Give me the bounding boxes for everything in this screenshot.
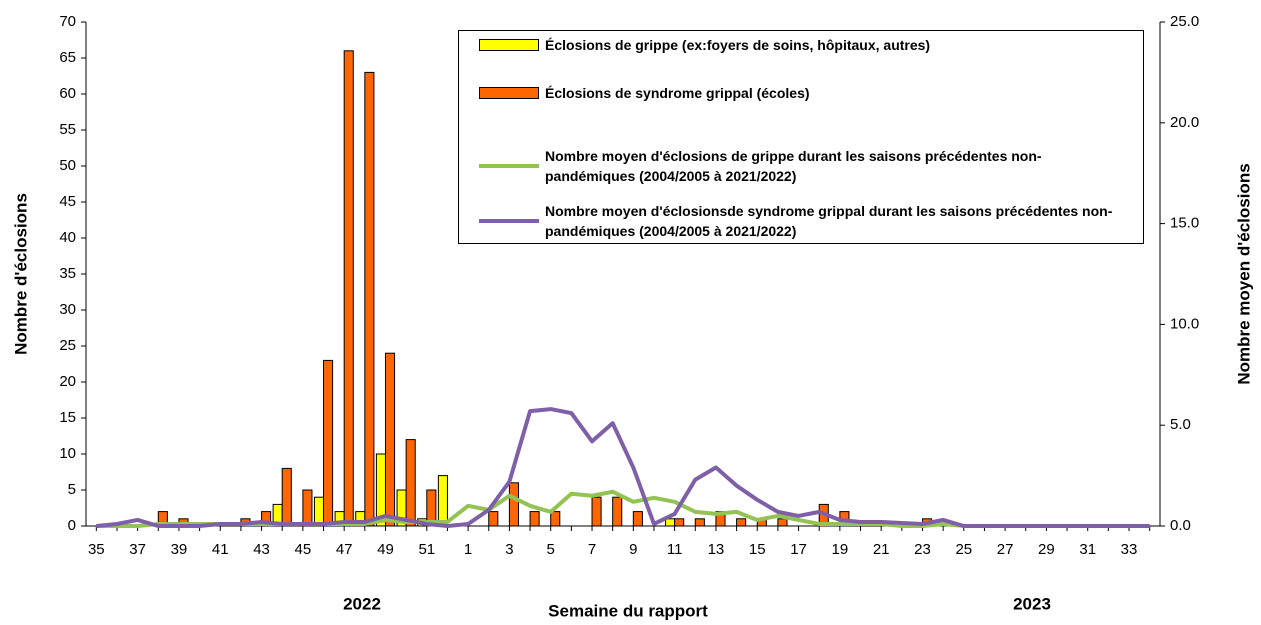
bar	[313, 496, 325, 527]
legend-swatch	[479, 39, 539, 51]
y-tick-label: 30	[59, 301, 76, 318]
x-tick-label: 33	[1121, 541, 1138, 558]
x-tick-label: 49	[377, 541, 394, 558]
y-tick-label: 20	[59, 373, 76, 390]
y-tick-label: 65	[59, 49, 76, 66]
x-tick-label: 27	[997, 541, 1014, 558]
x-tick-label: 1	[464, 541, 472, 558]
x-tick-label: 47	[336, 541, 353, 558]
x-tick-label: 7	[588, 541, 596, 558]
bar	[384, 352, 396, 527]
bar	[777, 518, 788, 527]
x-tick-label: 45	[295, 541, 312, 558]
x-tick-label: 5	[547, 541, 555, 558]
y-axis-title: Nombre d'éclosions	[11, 193, 30, 355]
x-tick-label: 17	[790, 541, 807, 558]
legend-entry: Éclosions de syndrome grippal (écoles)	[479, 83, 1125, 103]
x-tick-label: 35	[88, 541, 105, 558]
legend-swatch	[479, 219, 539, 223]
y2-tick-label: 25.0	[1170, 13, 1199, 30]
y-tick-label: 0	[68, 517, 76, 534]
x-axis-title: Semaine du rapport	[548, 601, 708, 620]
y-tick-label: 15	[59, 409, 76, 426]
legend-label: Nombre moyen d'éclosions de grippe duran…	[545, 148, 1042, 184]
bar	[364, 71, 375, 527]
legend-label: Nombre moyen d'éclosionsde syndrome grip…	[545, 203, 1113, 239]
y-tick-label: 55	[59, 121, 76, 138]
x-tick-label: 31	[1079, 541, 1096, 558]
x-tick-label: 19	[832, 541, 849, 558]
legend-swatch	[479, 87, 539, 99]
bar	[529, 511, 540, 527]
x-tick-label: 39	[171, 541, 188, 558]
y2-tick-label: 10.0	[1170, 315, 1199, 332]
bar	[488, 511, 499, 527]
bar	[437, 475, 448, 527]
x-tick-label: 23	[914, 541, 931, 558]
bar	[261, 511, 272, 527]
x-tick-label: 25	[955, 541, 972, 558]
bar	[343, 50, 354, 527]
bar	[674, 518, 685, 527]
y-tick-label: 35	[59, 265, 76, 282]
y2-tick-label: 0.0	[1170, 517, 1191, 534]
bar	[591, 496, 602, 527]
bar	[281, 467, 292, 527]
legend-swatch	[479, 164, 539, 168]
bar	[612, 496, 623, 527]
y-tick-label: 50	[59, 157, 76, 174]
x-tick-label: 11	[667, 541, 683, 558]
bar	[405, 439, 416, 527]
y-tick-label: 10	[59, 445, 76, 462]
legend-label: Éclosions de grippe (ex:foyers de soins,…	[545, 37, 931, 53]
x-tick-label: 41	[212, 541, 229, 558]
y-tick-label: 40	[59, 229, 76, 246]
bar	[323, 359, 334, 527]
y-tick-label: 25	[59, 337, 76, 354]
y2-tick-label: 20.0	[1170, 114, 1199, 131]
legend-entry: Éclosions de grippe (ex:foyers de soins,…	[479, 35, 1125, 55]
bar	[736, 518, 747, 527]
bar	[550, 511, 561, 527]
y2-tick-label: 5.0	[1170, 416, 1191, 433]
legend: Éclosions de grippe (ex:foyers de soins,…	[458, 30, 1144, 244]
y-tick-label: 70	[59, 13, 76, 30]
year-label: 2022	[343, 594, 381, 613]
x-tick-label: 9	[629, 541, 637, 558]
year-label: 2023	[1013, 594, 1051, 613]
bar	[508, 482, 519, 527]
bar	[302, 489, 313, 527]
legend-label: Éclosions de syndrome grippal (écoles)	[545, 85, 810, 101]
legend-entry: Nombre moyen d'éclosionsde syndrome grip…	[479, 201, 1125, 241]
x-tick-label: 15	[749, 541, 766, 558]
y-tick-label: 45	[59, 193, 76, 210]
bar	[632, 511, 643, 527]
y-tick-label: 5	[68, 481, 76, 498]
line	[96, 407, 1150, 528]
x-tick-label: 13	[708, 541, 725, 558]
x-tick-label: 21	[873, 541, 890, 558]
y2-tick-label: 15.0	[1170, 215, 1199, 232]
y2-axis-title: Nombre moyen d'éclosions	[1234, 163, 1253, 384]
x-tick-label: 29	[1038, 541, 1055, 558]
x-tick-label: 43	[253, 541, 270, 558]
x-tick-label: 37	[129, 541, 146, 558]
x-tick-label: 51	[418, 541, 435, 558]
bar	[694, 518, 705, 527]
legend-entry: Nombre moyen d'éclosions de grippe duran…	[479, 146, 1125, 186]
y-tick-label: 60	[59, 85, 76, 102]
x-tick-label: 3	[505, 541, 513, 558]
